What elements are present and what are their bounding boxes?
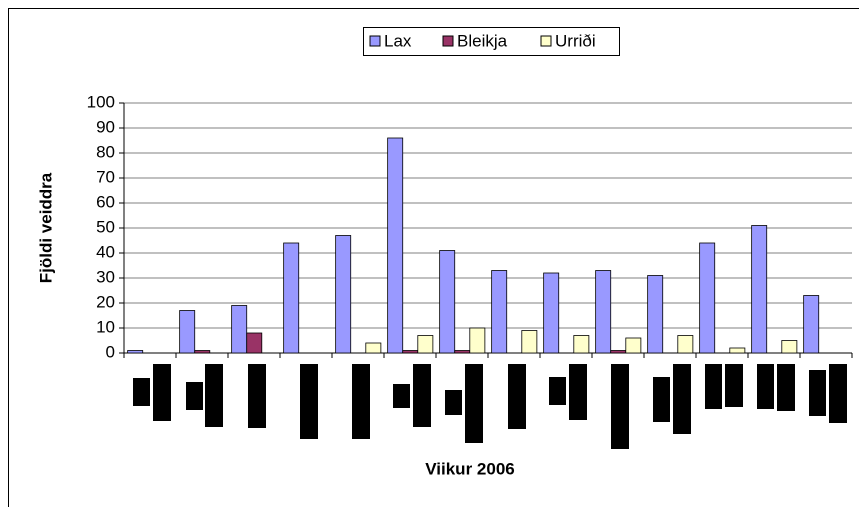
bar: [179, 310, 196, 354]
bar: [677, 335, 694, 354]
bar: [625, 337, 642, 354]
legend-box: [363, 27, 620, 56]
y-tick-label: 20: [96, 292, 115, 311]
bar: [573, 335, 590, 354]
bar: [402, 350, 419, 354]
y-tick-label: 100: [87, 92, 115, 111]
y-tick-label: 60: [96, 192, 115, 211]
x-axis-title: Viikur 2006: [425, 459, 514, 478]
bar: [469, 327, 486, 354]
legend-label: Urriði: [555, 31, 596, 50]
y-axis-title: Fjöldi veiddra: [36, 172, 55, 283]
bar: [610, 350, 627, 354]
legend-swatch: [540, 35, 552, 47]
bar: [454, 350, 471, 354]
bar: [283, 242, 300, 354]
bar: [647, 275, 664, 354]
redacted-labels: [133, 364, 847, 449]
y-tick-label: 40: [96, 242, 115, 261]
y-tick-label: 50: [96, 217, 115, 236]
chart-frame: [8, 8, 859, 507]
bar: [491, 270, 508, 354]
y-tick-label: 80: [96, 142, 115, 161]
y-tick-label: 10: [96, 317, 115, 336]
bar: [231, 305, 248, 354]
y-tick-label: 0: [106, 342, 115, 361]
legend-swatch: [369, 35, 381, 47]
y-tick-label: 70: [96, 167, 115, 186]
legend-label: Bleikja: [457, 31, 508, 50]
bar: [417, 335, 434, 354]
y-tick-label: 90: [96, 117, 115, 136]
bar: [194, 350, 211, 354]
bar: [387, 137, 404, 354]
bar: [781, 340, 798, 354]
bar: [365, 342, 382, 354]
bar: [246, 332, 263, 354]
legend-swatch: [442, 35, 454, 47]
bar: [127, 350, 144, 354]
bar: [439, 250, 456, 354]
bar: [335, 235, 352, 354]
bar: [521, 330, 538, 354]
bar: [803, 295, 820, 354]
bar: [699, 242, 716, 354]
bar: [595, 270, 612, 354]
bar: [751, 225, 768, 354]
bar: [729, 347, 746, 354]
bar: [543, 272, 560, 354]
y-tick-label: 30: [96, 267, 115, 286]
legend-label: Lax: [384, 31, 412, 50]
